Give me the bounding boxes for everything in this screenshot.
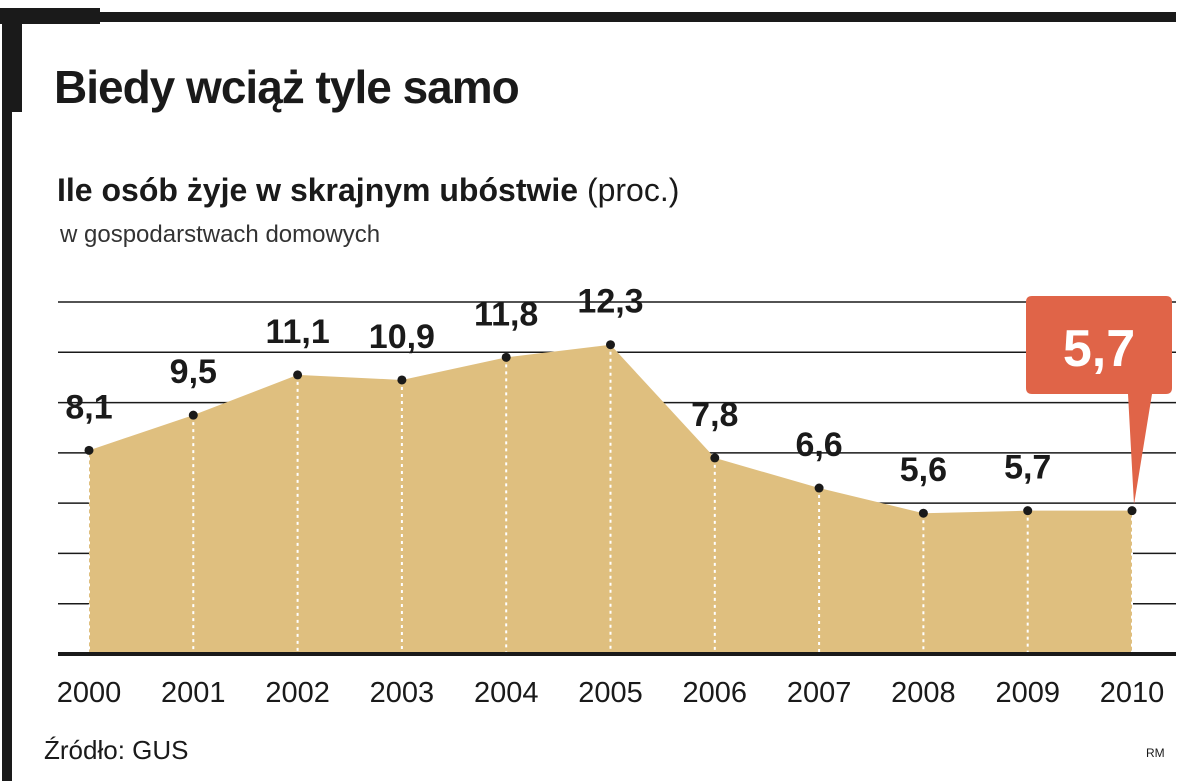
data-point [501, 352, 511, 362]
x-tick-label: 2000 [57, 677, 122, 709]
data-point [188, 410, 198, 420]
x-tick-label: 2007 [787, 677, 852, 709]
x-tick-label: 2006 [683, 677, 748, 709]
data-point [84, 445, 94, 455]
chart-subsubtitle: w gospodarstwach domowych [60, 221, 381, 248]
data-label: 12,3 [577, 283, 643, 321]
drop-lines [88, 344, 1133, 654]
data-label: 7,8 [691, 396, 738, 434]
data-point [1023, 506, 1033, 516]
data-label: 11,1 [265, 313, 329, 351]
x-tick-label: 2001 [161, 677, 226, 709]
data-label: 5,7 [1004, 449, 1051, 487]
x-tick-label: 2008 [891, 677, 956, 709]
x-tick-label: 2009 [995, 677, 1060, 709]
x-tick-label: 2002 [265, 677, 330, 709]
x-tick-labels: 2000 2001 2002 2003 2004 2005 2006 2007 2008 2009… [57, 677, 1165, 709]
data-labels: 8,1 9,5 11,1 10,9 11,8 12,3 7,8 6,6 5,6 5,7 [65, 283, 1051, 489]
highlight-callout-box [1026, 296, 1172, 505]
chart-subtitle-line: Ile osób żyje w skrajnym ubóstwie (proc.… [57, 172, 679, 209]
source-note: Źródło: GUS [44, 735, 189, 765]
chart-title: Biedy wciąż tyle samo [54, 61, 520, 113]
data-label: 6,6 [795, 426, 842, 464]
data-point [1127, 506, 1137, 516]
highlight-label: 5,7 [1063, 320, 1135, 378]
data-point [710, 453, 720, 463]
data-point [918, 508, 928, 518]
data-point [606, 340, 615, 350]
frame-left-rule [2, 12, 22, 112]
frame-left-rule-thin [2, 100, 12, 781]
highlight-callout: 5,7 [1026, 296, 1172, 505]
frame-top-rule [0, 12, 1176, 22]
chart-subtitle: Ile osób żyje w skrajnym ubóstwie [57, 172, 579, 208]
x-tick-label: 2004 [474, 677, 539, 709]
data-points [84, 340, 1137, 518]
chart-subtitle-unit: (proc.) [586, 172, 680, 208]
x-tick-label: 2005 [578, 677, 643, 709]
data-label: 10,9 [369, 318, 435, 356]
x-tick-label: 2003 [370, 677, 435, 709]
data-label: 11,8 [474, 295, 538, 333]
data-point [814, 483, 824, 493]
data-point [397, 375, 407, 385]
data-point [293, 370, 303, 380]
data-label: 8,1 [65, 388, 112, 426]
data-label: 9,5 [170, 353, 217, 391]
x-tick-label: 2010 [1100, 677, 1165, 709]
credit: RM [1146, 746, 1165, 760]
data-label: 5,6 [900, 451, 947, 489]
